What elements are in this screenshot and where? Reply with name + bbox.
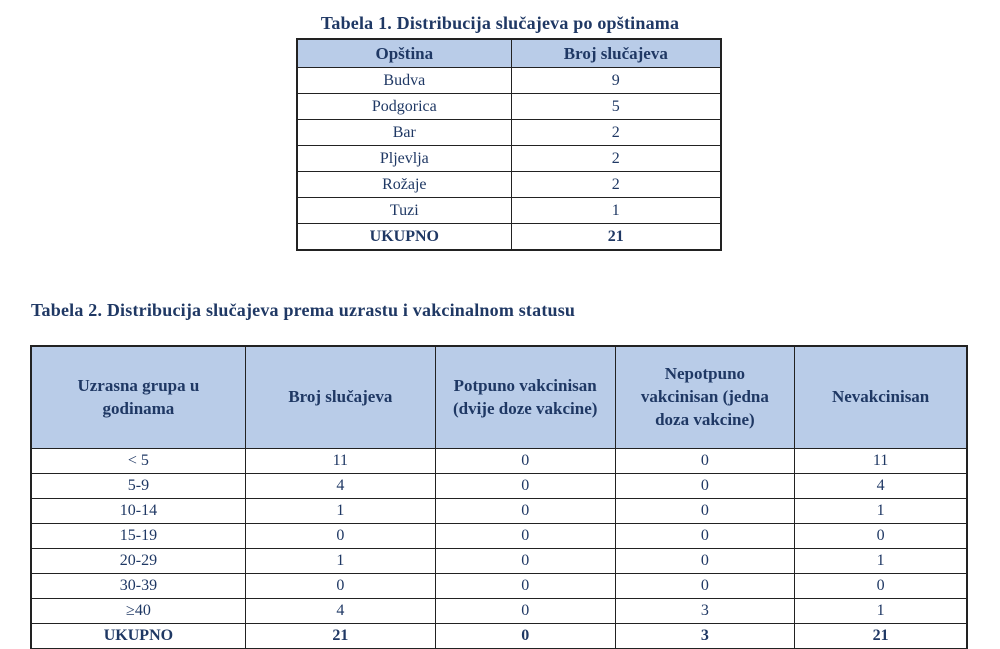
table-cell: UKUPNO xyxy=(30,623,246,649)
table-cell: 21 xyxy=(794,623,968,649)
table-row: Podgorica 5 xyxy=(296,93,722,120)
table-cell: 4 xyxy=(244,473,436,499)
table2-total-row: UKUPNO 21 0 3 21 xyxy=(30,623,968,649)
table-cell: 0 xyxy=(614,448,796,474)
table-cell: 5 xyxy=(510,93,722,120)
table-row: Pljevlja 2 xyxy=(296,145,722,172)
table-cell: 20-29 xyxy=(30,548,246,574)
table2-age-vaccination: Uzrasna grupa u godinama Broj slučajeva … xyxy=(30,345,968,649)
table2-header-fully-vaccinated: Potpuno vakcinisan (dvije doze vakcine) xyxy=(434,345,616,449)
table-cell: 11 xyxy=(794,448,968,474)
table-cell: Tuzi xyxy=(296,197,512,224)
table2-title: Tabela 2. Distribucija slučajeva prema u… xyxy=(31,300,576,320)
table-row: 30-39 0 0 0 0 xyxy=(30,573,968,599)
table-cell: 0 xyxy=(614,573,796,599)
table-cell: 1 xyxy=(244,498,436,524)
table-row: 5-9 4 0 0 4 xyxy=(30,473,968,499)
table-cell: 0 xyxy=(614,548,796,574)
table-cell: 2 xyxy=(510,171,722,198)
table2-header-broj-slucajeva: Broj slučajeva xyxy=(244,345,436,449)
table-cell: ≥40 xyxy=(30,598,246,624)
table1-municipalities: Opština Broj slučajeva Budva 9 Podgorica… xyxy=(296,38,722,251)
table-cell: Bar xyxy=(296,119,512,146)
table-row: < 5 11 0 0 11 xyxy=(30,448,968,474)
table1-total-row: UKUPNO 21 xyxy=(296,223,722,251)
table-row: 10-14 1 0 0 1 xyxy=(30,498,968,524)
table-cell: 4 xyxy=(244,598,436,624)
table-cell: 0 xyxy=(434,573,616,599)
table-cell: Budva xyxy=(296,67,512,94)
table-cell: 30-39 xyxy=(30,573,246,599)
table-cell: 0 xyxy=(244,573,436,599)
table-cell: Pljevlja xyxy=(296,145,512,172)
table1-header-row: Opština Broj slučajeva xyxy=(296,38,722,68)
table-cell: 0 xyxy=(434,623,616,649)
table-cell: 0 xyxy=(614,473,796,499)
table-row: 15-19 0 0 0 0 xyxy=(30,523,968,549)
table1-title: Tabela 1. Distribucija slučajeva po opšt… xyxy=(320,13,680,33)
table-cell: 1 xyxy=(794,598,968,624)
table-cell: 0 xyxy=(794,523,968,549)
table-cell: 21 xyxy=(244,623,436,649)
table1-header-broj-slucajeva: Broj slučajeva xyxy=(510,38,722,68)
table-cell: 0 xyxy=(434,473,616,499)
table-cell: 0 xyxy=(614,523,796,549)
table-cell: 0 xyxy=(434,598,616,624)
table-cell: 0 xyxy=(434,498,616,524)
table-row: Budva 9 xyxy=(296,67,722,94)
table-cell: 4 xyxy=(794,473,968,499)
table-cell: UKUPNO xyxy=(296,223,512,251)
table2-header-partially-vaccinated: Nepotpuno vakcinisan (jedna doza vakcine… xyxy=(614,345,796,449)
table-cell: 0 xyxy=(434,548,616,574)
table-cell: 3 xyxy=(614,623,796,649)
table2-header-row: Uzrasna grupa u godinama Broj slučajeva … xyxy=(30,345,968,449)
table-cell: 1 xyxy=(510,197,722,224)
table-cell: 0 xyxy=(244,523,436,549)
table-cell: 5-9 xyxy=(30,473,246,499)
table-cell: 0 xyxy=(434,523,616,549)
table-row: ≥40 4 0 3 1 xyxy=(30,598,968,624)
table-cell: < 5 xyxy=(30,448,246,474)
table1-header-opstina: Opština xyxy=(296,38,512,68)
table-cell: 1 xyxy=(794,498,968,524)
table2-header-unvaccinated: Nevakcinisan xyxy=(794,345,968,449)
table-cell: 2 xyxy=(510,145,722,172)
table-cell: 10-14 xyxy=(30,498,246,524)
table-cell: 0 xyxy=(614,498,796,524)
table-cell: 1 xyxy=(244,548,436,574)
table-cell: 1 xyxy=(794,548,968,574)
table-cell: 21 xyxy=(510,223,722,251)
table-cell: Podgorica xyxy=(296,93,512,120)
table-row: Bar 2 xyxy=(296,119,722,146)
table-row: 20-29 1 0 0 1 xyxy=(30,548,968,574)
table-cell: 2 xyxy=(510,119,722,146)
table-cell: 0 xyxy=(794,573,968,599)
table-cell: 3 xyxy=(614,598,796,624)
table-cell: 0 xyxy=(434,448,616,474)
table-cell: 15-19 xyxy=(30,523,246,549)
table-cell: 9 xyxy=(510,67,722,94)
table-cell: 11 xyxy=(244,448,436,474)
table-row: Tuzi 1 xyxy=(296,197,722,224)
table-row: Rožaje 2 xyxy=(296,171,722,198)
table2-header-age-group: Uzrasna grupa u godinama xyxy=(30,345,246,449)
table-cell: Rožaje xyxy=(296,171,512,198)
